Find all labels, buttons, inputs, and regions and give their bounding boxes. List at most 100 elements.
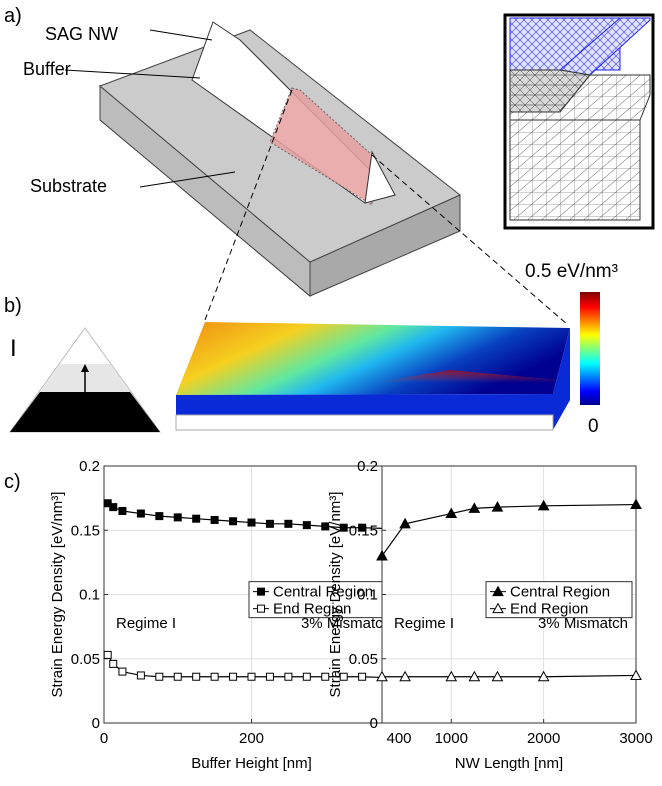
legend-label: Central Region <box>510 584 610 601</box>
marker <box>491 670 504 682</box>
y-tick-label: 0.15 <box>349 522 378 539</box>
y-tick-label: 0.1 <box>79 587 100 604</box>
x-axis-label: NW Length [nm] <box>455 755 563 772</box>
marker <box>247 518 256 527</box>
cross-section <box>269 87 373 206</box>
y-tick-label: 0.1 <box>357 587 378 604</box>
marker <box>247 672 256 681</box>
x-axis-label: Buffer Height [nm] <box>191 755 312 772</box>
heat-bottom <box>176 328 570 430</box>
panel-label: c) <box>4 471 21 493</box>
marker <box>358 672 367 681</box>
charts: 0 0.05 0.1 0.15 0.2 0 200 400 Buffer Height [nm]… <box>49 458 653 772</box>
colorbar-min: 0 <box>588 416 599 437</box>
marker <box>358 523 367 532</box>
annotation: 3% Mismatch <box>301 615 391 632</box>
marker <box>445 507 458 519</box>
legend <box>485 581 633 619</box>
marker <box>265 672 274 681</box>
marker <box>210 672 219 681</box>
y-tick-label: 0.05 <box>349 651 378 668</box>
marker <box>265 519 274 528</box>
legend-label: End Region <box>510 601 588 618</box>
y-tick-label: 0 <box>92 715 100 732</box>
marker <box>630 498 642 510</box>
y-axis-label: Strain Energy Density [eV/nm³] <box>49 492 66 698</box>
x-tick-label: 2000 <box>527 730 560 747</box>
x-tick-label: 200 <box>239 730 264 747</box>
marker <box>103 650 112 659</box>
marker <box>136 509 145 518</box>
marker <box>468 502 481 513</box>
annotation: Regime I <box>116 615 176 632</box>
wire-end <box>364 150 396 204</box>
leader <box>64 69 201 79</box>
marker <box>257 587 265 596</box>
marker <box>468 670 481 682</box>
y-tick-label: 0 <box>370 715 378 732</box>
marker <box>173 513 182 522</box>
marker <box>284 672 293 681</box>
marker <box>399 670 411 682</box>
heat-edge <box>300 370 560 395</box>
marker <box>109 503 118 512</box>
marker <box>302 521 311 530</box>
y-tick-label: 0.2 <box>79 458 100 475</box>
marker <box>537 670 550 682</box>
label: SAG NW <box>45 24 118 44</box>
marker <box>492 602 504 614</box>
y-tick-label: 0.15 <box>71 522 100 539</box>
marker <box>173 672 182 681</box>
heat-base <box>175 414 554 431</box>
marker <box>339 672 348 681</box>
leader <box>149 29 213 41</box>
zoom-line <box>371 154 569 326</box>
legend-label: Central Region <box>273 584 373 601</box>
x-tick-label: 400 <box>386 730 411 747</box>
marker <box>339 523 348 532</box>
annotation: Regime I <box>394 615 454 632</box>
axes-box <box>381 465 637 724</box>
marker <box>155 672 164 681</box>
pyramid-substrate <box>10 392 160 432</box>
annotation: 3% Mismatch <box>538 615 628 632</box>
regime-label: I <box>10 335 17 362</box>
x-tick-label: 3000 <box>619 730 652 747</box>
zoom-line <box>204 89 293 321</box>
legend <box>248 581 396 619</box>
chart: 0 0.05 0.1 0.15 0.2 1000 2000 3000 NW Length [nm… <box>327 458 653 772</box>
marker <box>109 659 118 668</box>
label: Substrate <box>30 176 107 196</box>
colorbar-max: 0.5 eV/nm³ <box>525 261 618 282</box>
marker <box>376 549 388 561</box>
marker <box>210 515 219 524</box>
marker <box>399 517 411 529</box>
marker <box>321 672 330 681</box>
arrow-head <box>81 364 89 372</box>
marker <box>192 514 201 523</box>
label: Buffer <box>23 59 71 79</box>
x-tick-label: 1000 <box>435 730 468 747</box>
marker <box>491 501 504 512</box>
marker <box>229 517 238 526</box>
panel-label: b) <box>4 295 22 317</box>
marker <box>321 522 330 531</box>
marker <box>630 669 642 680</box>
colorbar <box>580 292 600 405</box>
leader <box>139 171 236 188</box>
marker <box>492 585 504 597</box>
y-tick-label: 0.05 <box>71 651 100 668</box>
panel-b: b) I 0.5 eV/nm³ 0 <box>4 261 618 437</box>
marker <box>136 671 145 680</box>
legend-label: End Region <box>273 601 351 618</box>
marker <box>537 499 550 511</box>
marker <box>445 670 458 682</box>
y-axis-label: Strain Energy Density [eV/nm³] <box>327 492 344 698</box>
marker <box>118 667 127 676</box>
marker <box>192 672 201 681</box>
marker <box>118 506 127 515</box>
marker <box>155 512 164 521</box>
marker <box>376 670 388 682</box>
marker <box>302 672 311 681</box>
panel-label: a) <box>4 5 22 27</box>
